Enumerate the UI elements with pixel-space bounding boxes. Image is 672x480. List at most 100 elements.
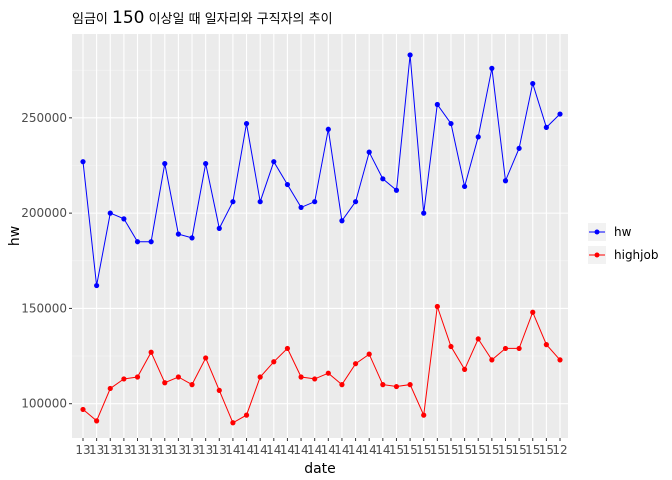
x-tick-label: 13 <box>198 443 213 457</box>
x-tick-label: 15 <box>539 443 554 457</box>
data-point-hw <box>448 120 454 127</box>
data-point-hw <box>175 231 181 237</box>
x-tick-label: 13 <box>75 443 90 457</box>
series-line-highjob <box>82 306 561 424</box>
data-point-hw <box>339 218 345 224</box>
series-highjob <box>80 303 563 426</box>
data-point-highjob <box>189 382 195 388</box>
x-tick-label: 14 <box>225 443 240 457</box>
data-point-hw <box>162 160 168 167</box>
data-point-highjob <box>407 382 413 388</box>
data-point-hw <box>148 239 154 245</box>
data-point-hw <box>298 204 304 211</box>
data-point-highjob <box>366 351 372 357</box>
x-tick-label: 13 <box>157 443 172 457</box>
x-axis-title: date <box>304 461 336 477</box>
data-point-hw <box>121 216 127 222</box>
data-point-hw <box>352 199 359 205</box>
data-point-hw <box>216 225 222 231</box>
legend-item-highjob: highjob <box>588 246 658 264</box>
legend-marker-highjob <box>594 252 600 258</box>
chart-title: 임금이 150 이상일 때 일자리와 구직자의 추이 <box>72 8 333 28</box>
data-point-highjob <box>312 376 318 382</box>
data-point-hw <box>189 235 195 241</box>
x-tick-label: 15 <box>443 443 458 457</box>
panel-background <box>72 34 568 438</box>
data-point-highjob <box>475 336 481 342</box>
data-point-hw <box>530 80 536 87</box>
data-point-highjob <box>448 343 454 350</box>
data-point-highjob <box>80 406 86 413</box>
data-point-hw <box>543 124 549 130</box>
data-point-highjob <box>284 345 291 352</box>
data-point-highjob <box>325 370 331 376</box>
data-point-highjob <box>421 412 427 418</box>
x-tick-label: 15 <box>416 443 431 457</box>
x-tick-label: 13 <box>103 443 118 457</box>
data-point-highjob <box>257 374 263 380</box>
x-tick-label: 14 <box>293 443 308 457</box>
x-tick-label: 13 <box>184 443 199 457</box>
data-point-highjob <box>94 418 100 424</box>
series-line-hw <box>82 54 561 286</box>
data-point-highjob <box>216 387 222 393</box>
data-point-highjob <box>434 303 440 310</box>
data-point-highjob <box>121 376 127 382</box>
legend: hw highjob <box>588 223 658 264</box>
x-tick-label: 15 <box>484 443 499 457</box>
data-point-hw <box>366 149 372 155</box>
data-point-hw <box>325 126 331 132</box>
data-point-highjob <box>516 345 522 352</box>
x-tick-label: 15 <box>430 443 445 457</box>
data-point-hw <box>462 183 468 190</box>
legend-marker-hw <box>594 229 600 235</box>
data-point-hw <box>380 176 386 182</box>
data-point-highjob <box>502 345 509 352</box>
x-tick-label: 14 <box>334 443 349 457</box>
data-point-highjob <box>162 380 168 386</box>
data-point-hw <box>243 120 250 127</box>
x-tick-label: 15 <box>471 443 486 457</box>
x-tick-label: 15 <box>511 443 526 457</box>
x-tick-label: 14 <box>280 443 295 457</box>
data-point-highjob <box>175 374 181 380</box>
data-point-hw <box>257 199 263 205</box>
x-tick-label: 14 <box>362 443 377 457</box>
data-point-hw <box>557 111 563 117</box>
x-tick-label: 15 <box>457 443 472 457</box>
y-tick-label: 200000 <box>21 206 67 220</box>
data-point-highjob <box>393 383 400 390</box>
x-tick-label: 14 <box>239 443 254 457</box>
data-point-highjob <box>543 342 549 348</box>
x-tick-label: 14 <box>266 443 281 457</box>
data-point-hw <box>516 145 522 151</box>
data-point-highjob <box>380 382 386 388</box>
gridlines <box>72 34 568 438</box>
data-point-highjob <box>230 420 236 426</box>
x-tick-label: 13 <box>116 443 131 457</box>
data-point-hw <box>80 159 86 165</box>
data-point-highjob <box>298 374 304 380</box>
x-tick-label: 13 <box>144 443 159 457</box>
y-tick-label: 250000 <box>21 111 67 125</box>
y-tick-label: 100000 <box>21 397 67 411</box>
data-point-highjob <box>462 366 468 372</box>
data-point-highjob <box>243 412 250 418</box>
data-point-hw <box>407 52 413 58</box>
y-axis-title: hw <box>7 226 23 246</box>
data-point-highjob <box>557 357 563 363</box>
x-tick-label: 15 <box>525 443 540 457</box>
x-tick-label: 12 <box>552 443 567 457</box>
data-point-highjob <box>352 361 359 367</box>
x-tick-label: 14 <box>375 443 390 457</box>
data-point-hw <box>284 181 291 188</box>
data-point-hw <box>134 239 141 245</box>
x-tick-label: 15 <box>498 443 513 457</box>
series-hw <box>80 52 563 289</box>
x-tick-label: 14 <box>321 443 336 457</box>
legend-label-highjob: highjob <box>614 248 658 262</box>
data-point-highjob <box>339 382 345 388</box>
data-point-highjob <box>107 385 113 392</box>
data-point-highjob <box>530 309 536 315</box>
